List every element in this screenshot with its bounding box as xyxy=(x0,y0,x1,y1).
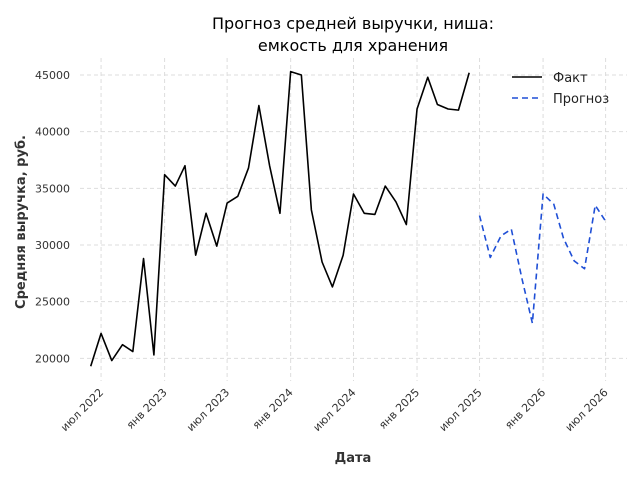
legend: Факт Прогноз xyxy=(512,71,609,107)
x-axis-label: Дата xyxy=(335,451,372,466)
y-tick-label: 40000 xyxy=(35,126,70,139)
chart-title-line-2: емкость для хранения xyxy=(258,36,448,55)
legend-fact-label: Факт xyxy=(553,71,588,86)
y-axis-ticks: 20000 25000 30000 35000 40000 45000 xyxy=(35,69,70,365)
y-axis-label: Средняя выручка, руб. xyxy=(14,135,29,309)
x-tick-label: июл 2025 xyxy=(437,386,485,434)
x-tick-label: янв 2024 xyxy=(250,386,296,432)
x-tick-label: янв 2025 xyxy=(376,386,422,432)
y-tick-label: 25000 xyxy=(35,296,70,309)
grid-lines xyxy=(80,58,627,381)
x-tick-label: янв 2026 xyxy=(502,386,548,432)
x-axis-ticks: июл 2022 янв 2023 июл 2023 янв 2024 июл 2024… xyxy=(58,386,611,434)
x-tick-label: янв 2023 xyxy=(124,386,170,432)
chart-title-line-1: Прогноз средней выручки, ниша: xyxy=(212,14,494,33)
legend-forecast-label: Прогноз xyxy=(553,92,609,107)
y-tick-label: 35000 xyxy=(35,182,70,195)
x-tick-label: июл 2024 xyxy=(311,386,359,434)
series-line-forecast xyxy=(478,193,607,325)
series-lines xyxy=(89,70,607,367)
x-tick-label: июл 2022 xyxy=(58,386,106,434)
y-tick-label: 45000 xyxy=(35,69,70,82)
x-tick-label: июл 2026 xyxy=(563,386,611,434)
y-tick-label: 30000 xyxy=(35,239,70,252)
series-line-fact xyxy=(89,70,470,367)
x-tick-label: июл 2023 xyxy=(184,386,232,434)
y-tick-label: 20000 xyxy=(35,352,70,365)
